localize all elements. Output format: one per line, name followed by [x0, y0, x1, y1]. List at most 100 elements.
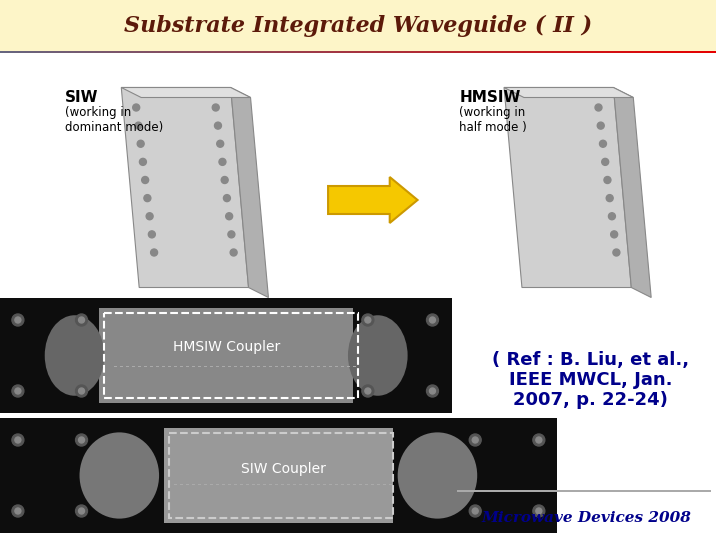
Bar [552, 51, 553, 53]
Bar [506, 51, 507, 53]
Bar [206, 51, 207, 53]
Bar [480, 51, 481, 53]
Bar [32, 51, 33, 53]
Bar [187, 51, 188, 53]
Bar [310, 51, 311, 53]
Bar [289, 51, 290, 53]
Bar [451, 51, 452, 53]
Bar [193, 51, 194, 53]
Bar [667, 51, 668, 53]
Bar [397, 51, 399, 53]
Bar [272, 51, 274, 53]
Bar [53, 51, 54, 53]
Bar [177, 51, 178, 53]
Bar [569, 51, 570, 53]
Text: Substrate Integrated Waveguide ( II ): Substrate Integrated Waveguide ( II ) [124, 15, 592, 37]
Bar [566, 51, 567, 53]
Circle shape [595, 104, 602, 111]
Bar [649, 51, 650, 53]
Circle shape [604, 177, 611, 184]
Bar [670, 51, 671, 53]
Bar [170, 51, 171, 53]
Bar [421, 51, 423, 53]
Bar [509, 51, 510, 53]
Bar [269, 51, 271, 53]
Bar [117, 51, 118, 53]
Bar [216, 483, 219, 485]
Bar [392, 51, 394, 53]
Bar [194, 51, 195, 53]
Bar [664, 51, 665, 53]
Bar [319, 51, 320, 53]
Bar [139, 51, 140, 53]
Bar [140, 51, 141, 53]
Bar [639, 51, 640, 53]
Bar [539, 51, 540, 53]
Bar [96, 51, 97, 53]
Bar [292, 51, 293, 53]
Bar [5, 51, 6, 53]
Bar [317, 51, 318, 53]
Circle shape [212, 104, 219, 111]
Bar [49, 51, 50, 53]
Bar [362, 51, 363, 53]
Bar [697, 51, 698, 53]
Bar [89, 0, 107, 51]
Bar [370, 51, 371, 53]
Bar [233, 366, 237, 367]
Bar [690, 51, 691, 53]
Bar [378, 51, 379, 53]
Polygon shape [121, 87, 248, 287]
Bar [696, 51, 697, 53]
Bar [468, 51, 469, 53]
Bar [109, 51, 110, 53]
Bar [645, 51, 647, 53]
Bar [12, 51, 13, 53]
Bar [423, 51, 425, 53]
Bar [73, 51, 75, 53]
Bar [161, 51, 162, 53]
Bar [158, 51, 159, 53]
Bar [48, 51, 49, 53]
Circle shape [533, 434, 545, 446]
Text: Microwave Devices 2008: Microwave Devices 2008 [482, 511, 691, 525]
Bar [179, 0, 197, 51]
Bar [110, 51, 112, 53]
Bar [71, 51, 73, 53]
Bar [601, 51, 603, 53]
Bar [343, 51, 344, 53]
Bar [575, 51, 577, 53]
Bar [558, 51, 559, 53]
Bar [616, 51, 617, 53]
Bar [434, 51, 436, 53]
Bar [412, 51, 413, 53]
Bar [637, 51, 638, 53]
Ellipse shape [79, 433, 159, 518]
Bar [132, 51, 133, 53]
Bar [229, 51, 230, 53]
Bar [309, 51, 310, 53]
Bar [713, 51, 714, 53]
Bar [390, 51, 391, 53]
Bar [350, 51, 351, 53]
Bar [447, 51, 449, 53]
Bar [476, 51, 477, 53]
Bar [164, 428, 392, 523]
Bar [347, 366, 350, 367]
Bar [224, 51, 225, 53]
Bar [617, 51, 618, 53]
Bar [250, 51, 251, 53]
Bar [121, 51, 122, 53]
Bar [125, 0, 143, 51]
Bar [357, 51, 358, 53]
Bar [329, 483, 332, 485]
Bar [549, 51, 550, 53]
Bar [703, 51, 704, 53]
Polygon shape [121, 87, 251, 98]
Bar [228, 51, 229, 53]
Bar [627, 51, 629, 53]
Bar [481, 51, 482, 53]
Bar [330, 51, 331, 53]
Bar [297, 51, 298, 53]
Bar [50, 51, 52, 53]
